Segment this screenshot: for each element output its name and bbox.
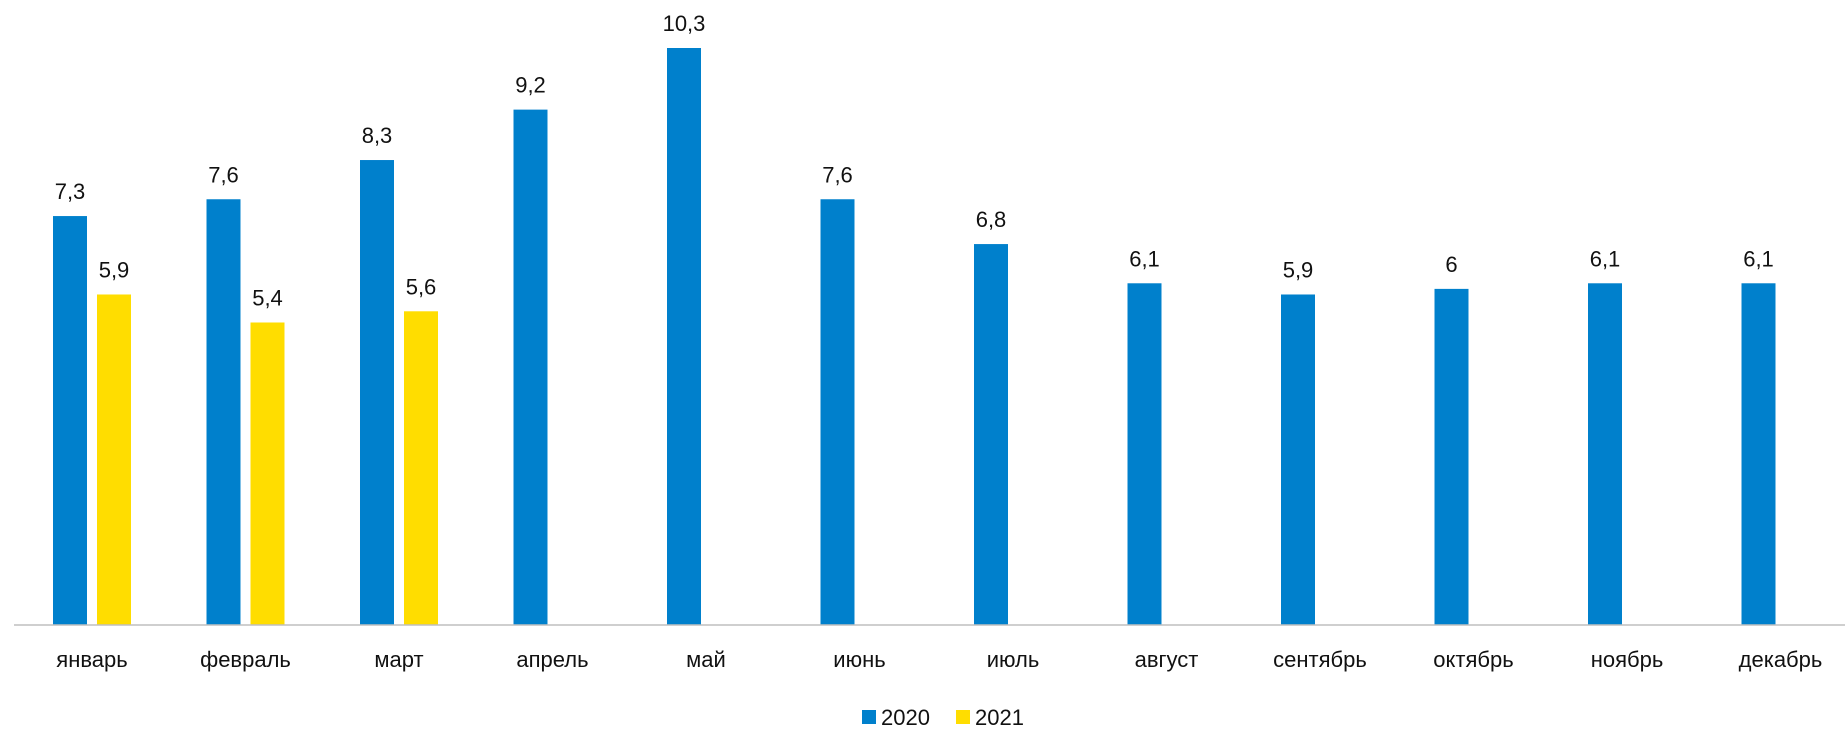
category-label-6: июнь <box>833 647 885 672</box>
value-label-2020-8: 6,1 <box>1129 246 1160 271</box>
value-label-2020-4: 9,2 <box>515 73 546 98</box>
bar-2020-12 <box>1741 283 1776 625</box>
category-label-4: апрель <box>516 647 588 672</box>
value-label-2020-1: 7,3 <box>55 179 86 204</box>
bars-group <box>53 48 1776 626</box>
value-label-2020-5: 10,3 <box>663 11 706 36</box>
category-label-10: октябрь <box>1433 647 1513 672</box>
value-label-2020-11: 6,1 <box>1590 246 1621 271</box>
legend-label-2021: 2021 <box>975 705 1024 730</box>
value-labels-group: 7,3 5,9 7,6 5,4 8,3 5,6 9,2 10,3 7,6 6,8 6,1 5,9 6 6,… <box>55 11 1774 310</box>
legend-swatch-2020 <box>862 710 876 724</box>
value-label-2020-9: 5,9 <box>1283 257 1314 282</box>
category-label-12: декабрь <box>1739 647 1823 672</box>
category-label-3: март <box>374 647 423 672</box>
bar-2020-7 <box>974 244 1008 625</box>
value-label-2020-7: 6,8 <box>976 207 1007 232</box>
bar-2020-9 <box>1281 294 1315 625</box>
bar-2020-3 <box>360 160 394 626</box>
category-label-5: май <box>686 647 726 672</box>
value-label-2021-3: 5,6 <box>406 274 437 299</box>
value-label-2020-2: 7,6 <box>208 162 239 187</box>
bar-2021-3 <box>404 311 438 625</box>
legend-label-2020: 2020 <box>881 705 930 730</box>
value-label-2020-10: 6 <box>1445 252 1457 277</box>
bar-2020-1 <box>53 216 87 625</box>
bar-2020-8 <box>1127 283 1162 625</box>
category-label-8: август <box>1135 647 1199 672</box>
category-label-11: ноябрь <box>1591 647 1664 672</box>
bar-2020-11 <box>1588 283 1622 625</box>
bar-2020-4 <box>513 109 548 626</box>
bar-2020-6 <box>820 199 855 625</box>
bar-2020-5 <box>667 48 701 625</box>
legend: 2020 2021 <box>862 705 1024 730</box>
category-label-7: июль <box>987 647 1040 672</box>
value-label-2021-1: 5,9 <box>99 257 130 282</box>
bar-2020-10 <box>1434 288 1469 625</box>
bar-2021-1 <box>97 294 131 625</box>
category-label-1: январь <box>56 647 127 672</box>
value-label-2020-6: 7,6 <box>822 162 853 187</box>
bar-2021-2 <box>250 322 285 625</box>
value-label-2020-12: 6,1 <box>1743 246 1774 271</box>
category-label-9: сентябрь <box>1273 647 1367 672</box>
category-label-2: февраль <box>200 647 291 672</box>
bar-2020-2 <box>206 199 241 625</box>
legend-swatch-2021 <box>956 710 970 724</box>
value-label-2020-3: 8,3 <box>362 123 393 148</box>
value-label-2021-2: 5,4 <box>252 285 283 310</box>
category-labels-group: январь февраль март апрель май июнь июль август… <box>56 647 1822 672</box>
